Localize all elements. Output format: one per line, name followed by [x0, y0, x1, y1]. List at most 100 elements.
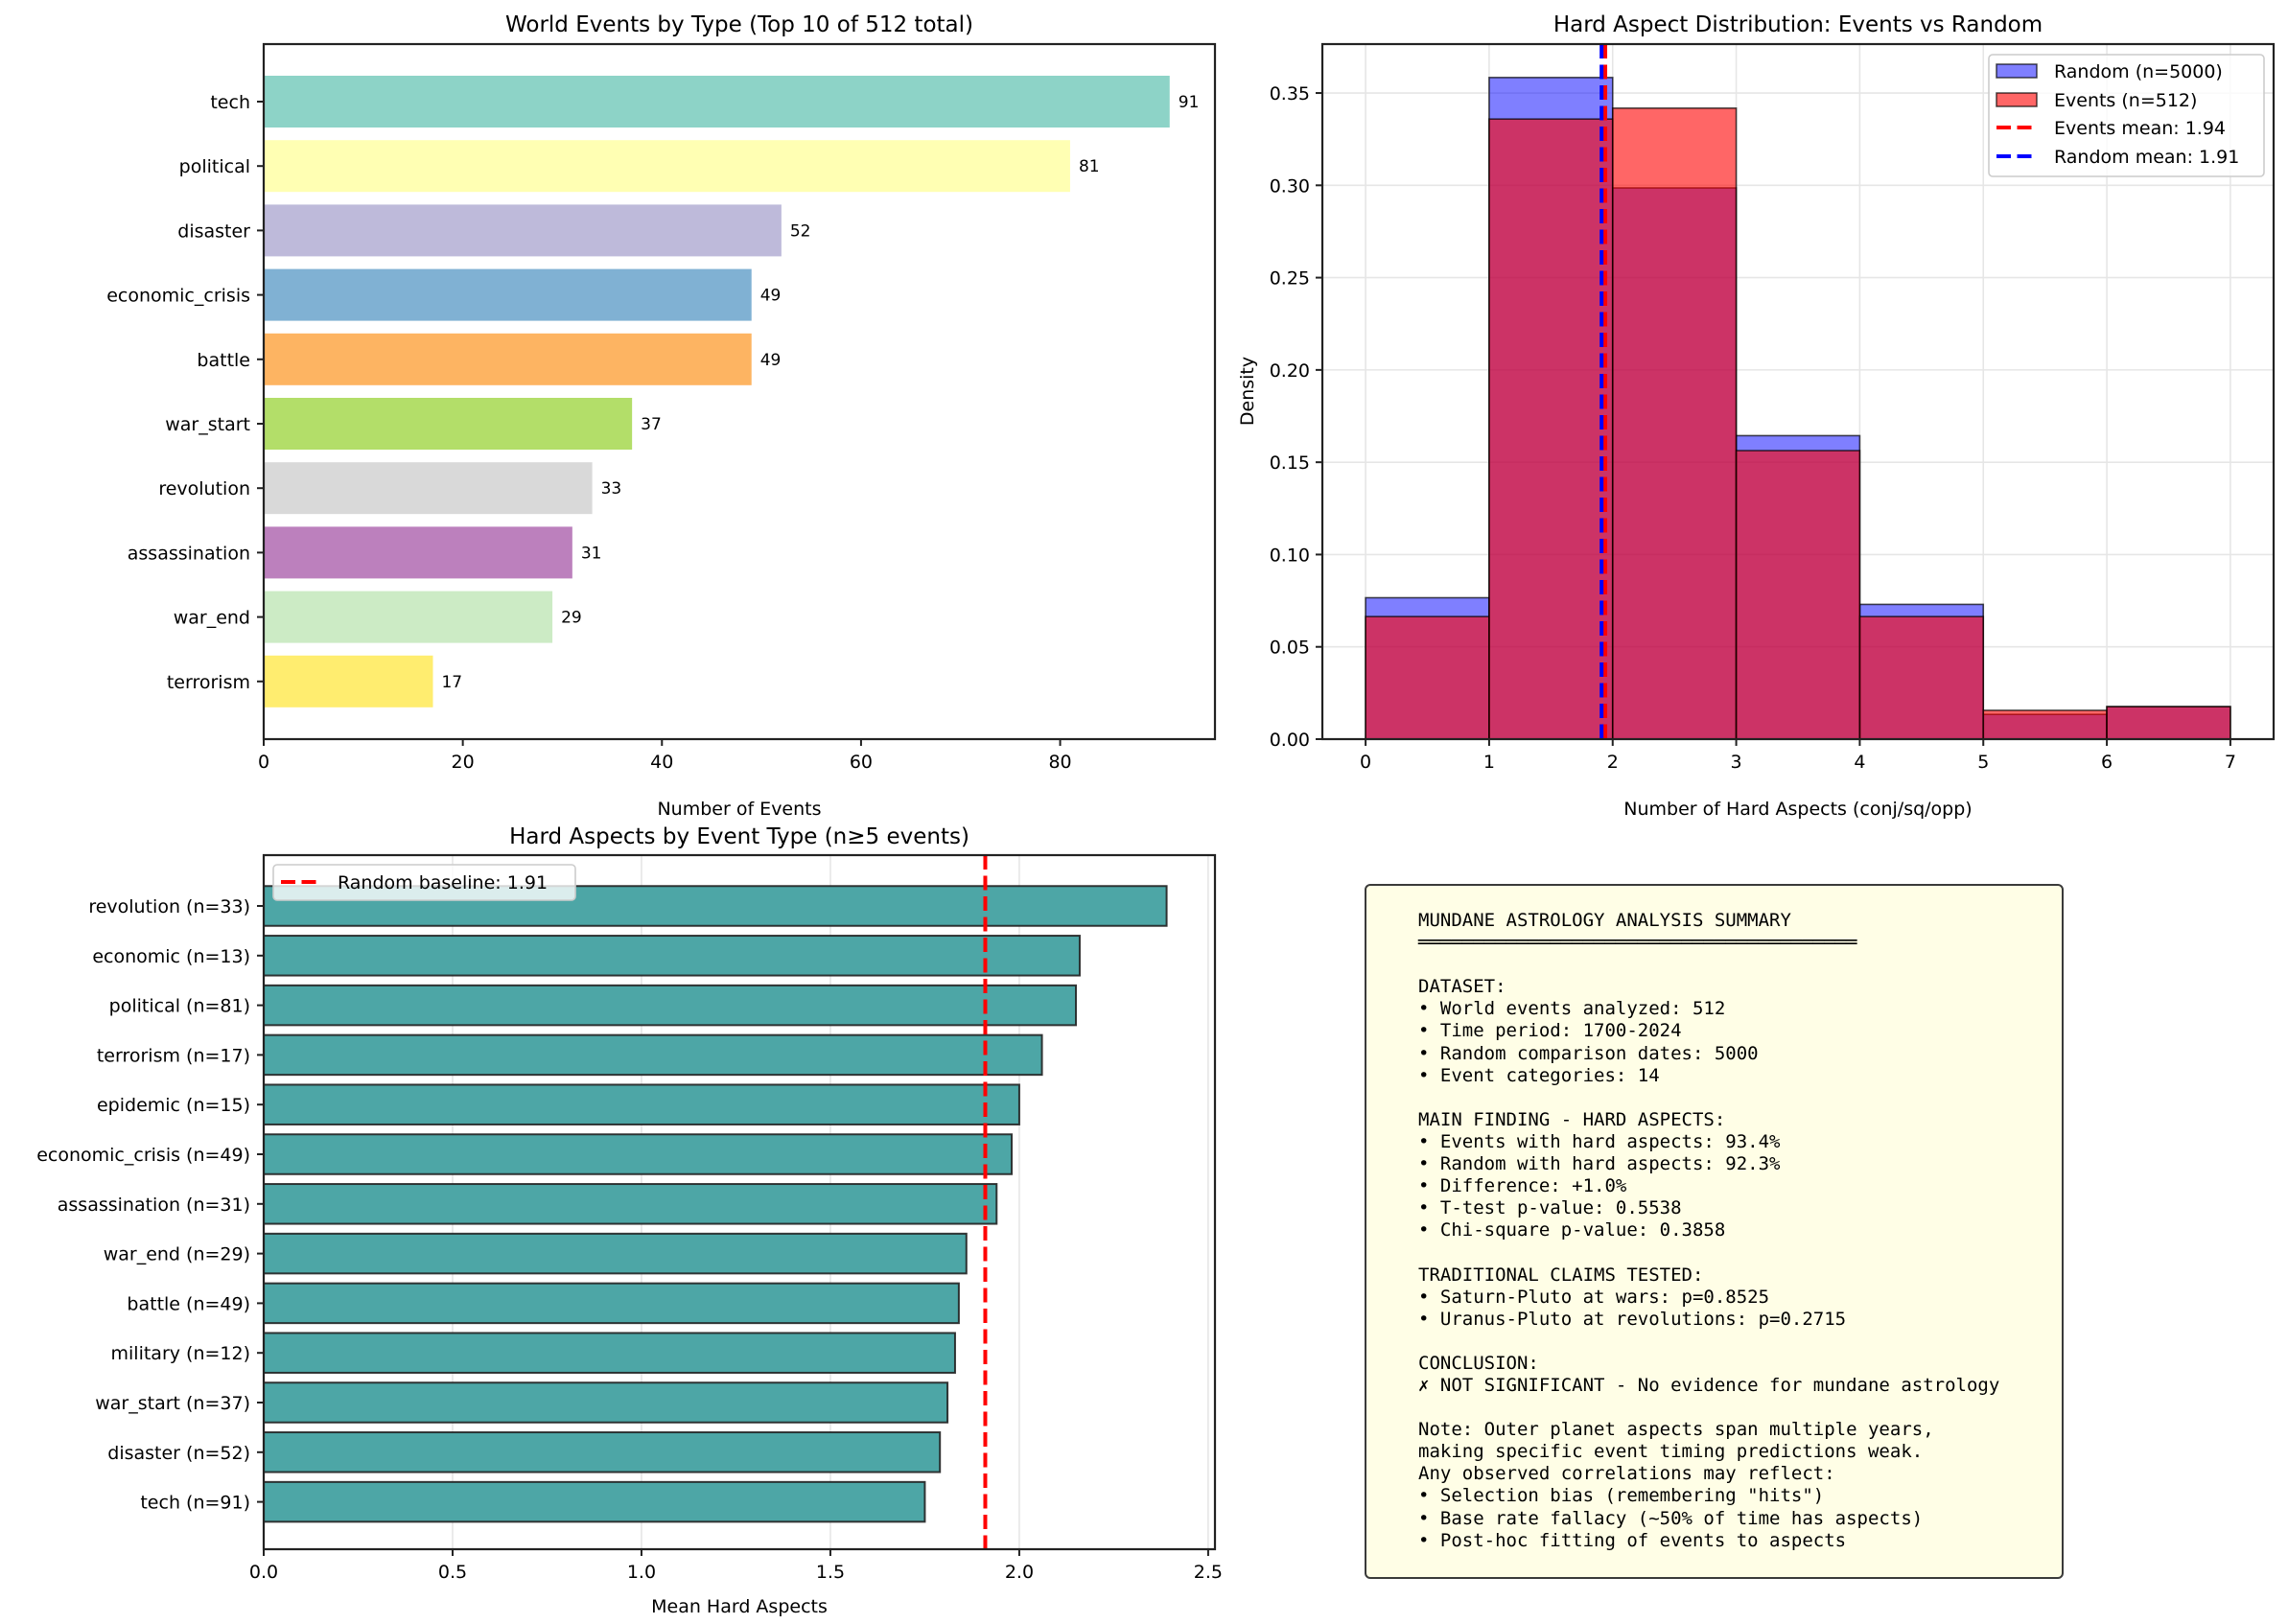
summary-line — [1418, 1241, 1999, 1264]
summary-line: • Post-hoc fitting of events to aspects — [1418, 1529, 1847, 1551]
y-tick-label: 0.15 — [1270, 452, 1310, 474]
x-tick-label: 5 — [1977, 752, 1989, 773]
legend: Random baseline: 1.91 — [272, 864, 576, 901]
summary-line — [1418, 954, 1999, 976]
summary-line: • Uranus-Pluto at revolutions: p=0.2715 — [1418, 1308, 1847, 1330]
y-tick-label: war_start — [165, 414, 250, 435]
bar-tech — [263, 1480, 926, 1523]
bar-economic-crisis — [264, 268, 752, 321]
bar-political — [263, 984, 1078, 1027]
data-label: 81 — [1079, 157, 1100, 176]
data-label: 37 — [641, 415, 662, 434]
y-tick-label: 0.00 — [1270, 730, 1310, 751]
bar-war-end — [263, 1232, 968, 1275]
bar-revolution — [264, 462, 593, 515]
data-label: 49 — [760, 287, 782, 306]
legend-label: Events (n=512) — [2054, 90, 2197, 111]
summary-line: MUNDANE ASTROLOGY ANALYSIS SUMMARY — [1418, 910, 1791, 931]
x-tick-label: 2.0 — [1005, 1562, 1034, 1583]
summary-line: • Random comparison dates: 5000 — [1418, 1042, 1759, 1064]
events-hist-bar — [1858, 615, 1985, 740]
summary-line: • Events with hard aspects: 93.4% — [1418, 1130, 1781, 1152]
bar-war-start — [264, 398, 633, 450]
legend-swatch-events — [1996, 92, 2038, 107]
axes-frame — [262, 42, 1217, 741]
chart-title: World Events by Type (Top 10 of 512 tota… — [505, 12, 973, 37]
bar-assassination — [264, 526, 572, 579]
summary-line: • Chi-square p-value: 0.3858 — [1418, 1219, 1726, 1241]
summary-line — [1418, 1331, 1999, 1353]
y-tick-label: 0.35 — [1270, 83, 1310, 104]
y-tick-label: battle — [197, 350, 250, 371]
x-axis-label: Mean Hard Aspects — [651, 1596, 828, 1617]
bar-disaster — [263, 1431, 942, 1473]
x-tick-label: 6 — [2101, 752, 2113, 773]
events-hist-bar — [1735, 450, 1861, 740]
legend: Random (n=5000) Events (n=512) Events mean… — [1988, 54, 2265, 177]
y-tick-label: war_end — [174, 608, 250, 629]
x-tick-label: 1 — [1483, 752, 1495, 773]
bar-military — [263, 1332, 956, 1374]
summary-line: • T-test p-value: 0.5538 — [1418, 1197, 1682, 1219]
summary-line — [1418, 1397, 1999, 1419]
y-tick-label: tech (n=91) — [140, 1493, 250, 1514]
data-label: 91 — [1179, 93, 1200, 112]
summary-line: making specific event timing predictions… — [1418, 1441, 1924, 1463]
legend-box — [272, 864, 576, 901]
hard-aspects-by-event-type-chart: Hard Aspects by Event Type (n≥5 events) … — [36, 824, 1223, 1617]
y-tick-label: tech — [210, 92, 250, 113]
summary-line: • Base rate fallacy (~50% of time has as… — [1418, 1507, 1924, 1529]
y-tick-label: political — [179, 156, 250, 177]
hard-aspect-distribution-chart: Hard Aspect Distribution: Events vs Rand… — [1237, 12, 2276, 820]
summary-line: • Event categories: 14 — [1418, 1064, 1660, 1086]
bar-battle — [263, 1282, 960, 1325]
events-hist-bar — [1488, 118, 1614, 740]
y-tick-label: economic (n=13) — [92, 946, 250, 967]
y-tick-label: 0.05 — [1270, 638, 1310, 659]
x-tick-label: 7 — [2225, 752, 2236, 773]
bar-political — [264, 140, 1070, 193]
x-tick-label: 2.5 — [1194, 1562, 1223, 1583]
bar-economic — [263, 935, 1081, 977]
data-label: 31 — [581, 544, 602, 563]
summary-line: TRADITIONAL CLAIMS TESTED: — [1418, 1264, 1704, 1286]
data-label: 49 — [760, 351, 782, 370]
y-tick-label: terrorism (n=17) — [97, 1045, 250, 1066]
bar-war-start — [263, 1381, 949, 1424]
bar-tech — [264, 76, 1170, 128]
summary-line: MAIN FINDING - HARD ASPECTS: — [1418, 1108, 1726, 1130]
events-hist-bar — [1982, 709, 2108, 740]
y-tick-label: military (n=12) — [111, 1343, 251, 1364]
bar-battle — [264, 333, 752, 385]
x-tick-label: 80 — [1048, 752, 1071, 773]
x-tick-label: 0.5 — [438, 1562, 467, 1583]
x-tick-label: 3 — [1731, 752, 1742, 773]
summary-line: • Random with hard aspects: 92.3% — [1418, 1153, 1781, 1175]
legend-label: Random mean: 1.91 — [2054, 147, 2239, 168]
x-tick-label: 1.5 — [816, 1562, 845, 1583]
y-tick-label: revolution (n=33) — [88, 896, 250, 917]
x-tick-label: 0 — [258, 752, 269, 773]
x-axis-label: Number of Hard Aspects (conj/sq/opp) — [1623, 799, 1972, 820]
x-tick-label: 0 — [1360, 752, 1371, 773]
axes-frame — [1320, 42, 2276, 741]
y-tick-label: disaster (n=52) — [107, 1443, 250, 1464]
summary-line: • World events analyzed: 512 — [1418, 998, 1726, 1020]
x-tick-label: 20 — [452, 752, 475, 773]
y-tick-label: 0.10 — [1270, 545, 1310, 566]
summary-line: • Selection bias (remembering "hits") — [1418, 1485, 1825, 1507]
data-label: 52 — [790, 221, 811, 241]
y-tick-label: disaster — [177, 220, 250, 242]
events-hist-bar — [2106, 706, 2231, 740]
events-hist-bar — [1611, 107, 1738, 740]
y-tick-label: assassination — [128, 543, 250, 564]
y-tick-label: 0.20 — [1270, 360, 1310, 382]
y-tick-label: battle (n=49) — [127, 1293, 250, 1314]
summary-line: • Time period: 1700-2024 — [1418, 1020, 1682, 1042]
y-tick-label: economic_crisis — [106, 286, 250, 307]
x-tick-label: 1.0 — [627, 1562, 656, 1583]
y-tick-label: 0.30 — [1270, 175, 1310, 197]
summary-text: MUNDANE ASTROLOGY ANALYSIS SUMMARY ══════… — [1418, 910, 1999, 1552]
legend-label: Events mean: 1.94 — [2054, 118, 2226, 139]
